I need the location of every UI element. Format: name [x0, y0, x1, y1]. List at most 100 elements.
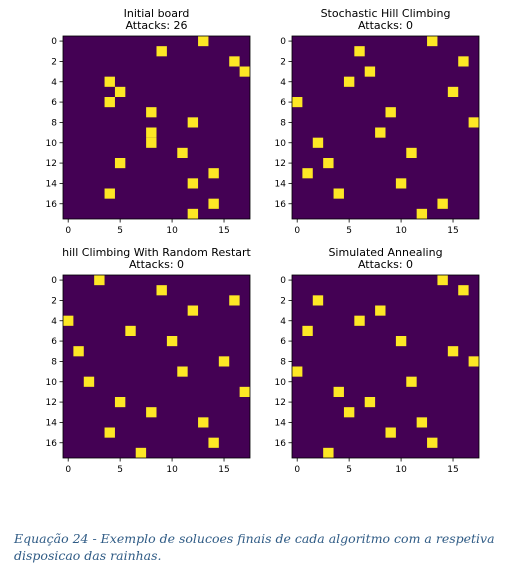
y-tick-label: 16	[46, 200, 58, 210]
queen-cell	[218, 356, 230, 367]
queen-cell	[146, 407, 157, 418]
y-tick-label: 10	[46, 139, 58, 149]
queen-cell	[323, 447, 334, 458]
queen-cell	[94, 275, 105, 286]
y-tick-label: 4	[51, 78, 57, 88]
queen-cell	[239, 386, 250, 397]
queen-cell	[343, 76, 355, 87]
x-tick-label: 0	[65, 465, 71, 475]
y-tick-label: 8	[51, 357, 57, 367]
queen-cell	[468, 117, 479, 128]
queen-cell	[229, 295, 240, 306]
queen-cell	[125, 325, 136, 336]
queen-cell	[468, 356, 479, 367]
queen-cell	[63, 315, 74, 326]
y-tick-label: 2	[280, 296, 286, 306]
queen-cell	[343, 407, 355, 418]
y-tick-label: 8	[280, 118, 286, 128]
queen-cell	[198, 36, 209, 47]
queen-cell	[208, 437, 219, 448]
x-tick-label: 0	[294, 226, 300, 236]
board-frame	[291, 35, 480, 220]
y-tick-label: 14	[46, 179, 58, 189]
queen-cell	[302, 325, 313, 336]
y-tick-label: 8	[280, 357, 286, 367]
x-tick-label: 5	[117, 226, 123, 236]
y-tick-label: 16	[275, 200, 287, 210]
queen-cell	[447, 346, 459, 357]
queen-cell	[166, 336, 178, 347]
queen-cell	[323, 158, 334, 169]
y-tick-label: 6	[280, 98, 286, 108]
panel-subtitle: Attacks: 0	[358, 19, 413, 32]
x-tick-label: 0	[65, 226, 71, 236]
y-tick-label: 6	[51, 337, 57, 347]
queen-cell	[312, 295, 324, 306]
queen-cell	[187, 117, 199, 128]
x-tick-label: 5	[346, 226, 352, 236]
y-tick-label: 10	[275, 139, 287, 149]
y-tick-label: 10	[46, 378, 58, 388]
queen-cell	[427, 36, 438, 47]
y-tick-label: 10	[275, 378, 287, 388]
queen-cell	[458, 285, 469, 296]
queen-cell	[416, 417, 428, 428]
y-tick-label: 14	[46, 418, 58, 428]
y-tick-label: 0	[51, 276, 57, 286]
y-tick-label: 2	[51, 57, 57, 67]
queen-cell	[156, 285, 167, 296]
queen-cell	[73, 346, 84, 357]
queen-cell	[114, 86, 126, 97]
y-tick-label: 16	[46, 439, 58, 449]
y-tick-label: 14	[275, 418, 287, 428]
x-tick-label: 10	[395, 465, 407, 475]
queen-cell	[239, 66, 250, 77]
queen-cell	[437, 275, 448, 286]
queen-cell	[146, 137, 157, 148]
panel-subtitle: Attacks: 26	[125, 19, 187, 32]
queen-cell	[333, 386, 344, 397]
y-tick-label: 0	[51, 37, 57, 47]
panel-title: Stochastic Hill Climbing	[321, 7, 451, 20]
y-tick-label: 14	[275, 179, 287, 189]
queen-cell	[292, 366, 303, 377]
queen-cell	[447, 86, 459, 97]
queen-cell	[395, 336, 407, 347]
queen-cell	[114, 397, 126, 408]
y-tick-label: 12	[46, 159, 57, 169]
queen-cell	[375, 127, 386, 138]
y-tick-label: 6	[280, 337, 286, 347]
queen-cell	[437, 198, 448, 209]
y-tick-label: 4	[280, 78, 286, 88]
queen-cell	[187, 178, 199, 189]
queen-cell	[395, 178, 407, 189]
y-tick-label: 0	[280, 276, 286, 286]
queen-cell	[208, 198, 219, 209]
y-tick-label: 0	[280, 37, 286, 47]
x-tick-label: 5	[117, 465, 123, 475]
queen-cell	[208, 168, 219, 179]
queen-cell	[198, 417, 209, 428]
y-tick-label: 8	[51, 118, 57, 128]
queen-cell	[312, 137, 324, 148]
queen-cell	[83, 376, 95, 387]
x-tick-label: 15	[218, 226, 229, 236]
board-frame	[62, 274, 251, 459]
y-tick-label: 4	[280, 317, 286, 327]
x-tick-label: 10	[166, 465, 178, 475]
queen-cell	[406, 147, 417, 158]
queen-cell	[458, 56, 469, 67]
queen-cell	[104, 97, 115, 108]
queen-cell	[104, 188, 115, 199]
queen-cell	[354, 315, 365, 326]
panel-title: Initial board	[124, 7, 190, 20]
queen-cell	[427, 437, 438, 448]
x-tick-label: 15	[218, 465, 229, 475]
y-tick-label: 12	[46, 398, 57, 408]
queen-cell	[406, 376, 417, 387]
queen-cell	[104, 76, 115, 87]
